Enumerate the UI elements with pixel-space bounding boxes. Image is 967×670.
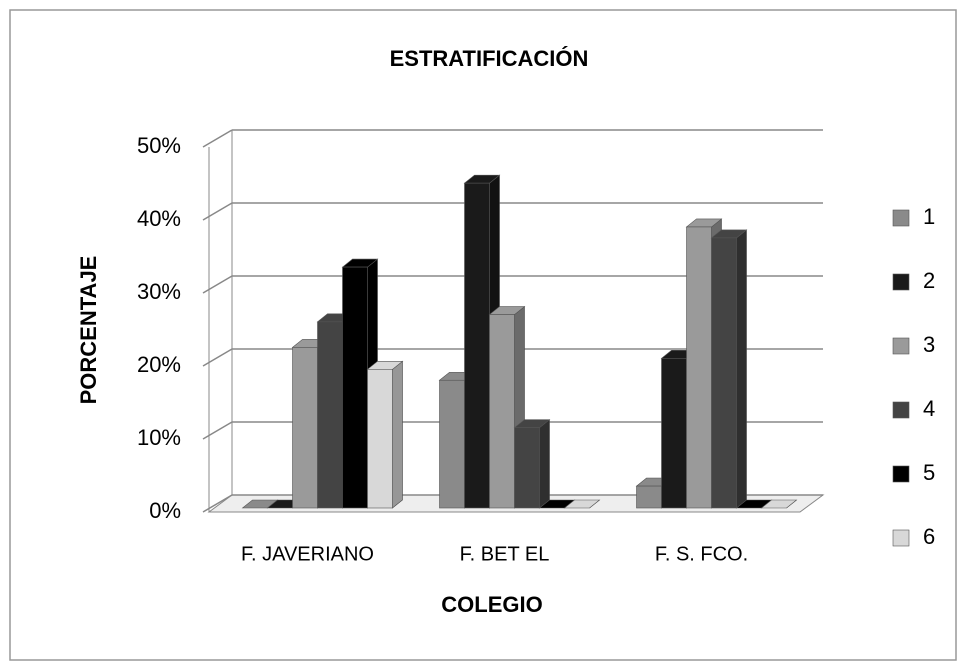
- bar-side-shade: [539, 419, 550, 508]
- legend-label: 6: [923, 524, 935, 549]
- y-tick-label: 0%: [149, 498, 181, 523]
- bar: [292, 347, 318, 509]
- grid-line-side: [202, 202, 233, 221]
- legend-label: 1: [923, 204, 935, 229]
- grid-line-side: [202, 421, 233, 440]
- bar: [711, 237, 737, 509]
- bar: [514, 427, 540, 509]
- x-axis-title: COLEGIO: [441, 592, 542, 617]
- y-axis-title: PORCENTAJE: [76, 256, 101, 405]
- bar: [439, 379, 465, 509]
- y-tick-label: 50%: [137, 133, 181, 158]
- bar: [367, 368, 393, 509]
- y-tick-label: 20%: [137, 352, 181, 377]
- bar-top: [760, 499, 798, 509]
- legend-swatch: [892, 529, 910, 547]
- legend-swatch: [892, 401, 910, 419]
- bar: [342, 266, 368, 509]
- bar: [661, 358, 687, 509]
- legend-label: 4: [923, 396, 935, 421]
- legend-label: 5: [923, 460, 935, 485]
- bar-top: [563, 499, 601, 509]
- legend-swatch: [892, 337, 910, 355]
- grid-line-side: [202, 129, 233, 148]
- y-tick-label: 30%: [137, 279, 181, 304]
- bar: [636, 485, 662, 509]
- legend-swatch: [892, 209, 910, 227]
- y-tick-label: 10%: [137, 425, 181, 450]
- legend-label: 2: [923, 268, 935, 293]
- y-tick-label: 40%: [137, 206, 181, 231]
- bar-side-shade: [392, 361, 403, 508]
- bar: [489, 314, 515, 509]
- bar-side-shade: [736, 229, 747, 508]
- legend-swatch: [892, 465, 910, 483]
- x-tick-label: F. BET EL: [460, 543, 550, 565]
- bar: [464, 182, 490, 509]
- legend-swatch: [892, 273, 910, 291]
- x-tick-label: F. S. FCO.: [655, 543, 748, 565]
- grid-line-side: [202, 275, 233, 294]
- x-tick-label: F. JAVERIANO: [241, 543, 374, 565]
- legend-label: 3: [923, 332, 935, 357]
- grid-line-side: [202, 348, 233, 367]
- chart-title: ESTRATIFICACIÓN: [390, 46, 589, 71]
- bar: [317, 321, 343, 509]
- grid-line-side: [202, 494, 233, 513]
- bar: [686, 226, 712, 509]
